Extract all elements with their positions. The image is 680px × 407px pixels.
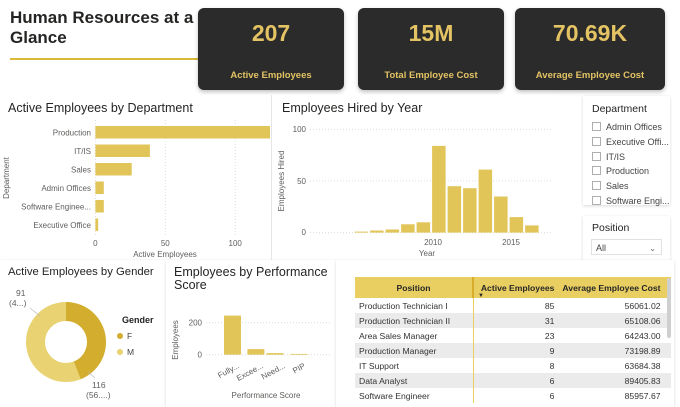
svg-text:100: 100: [229, 239, 243, 248]
svg-text:Year: Year: [419, 249, 436, 258]
svg-text:Production: Production: [53, 129, 91, 138]
svg-text:Admin Offices: Admin Offices: [41, 184, 91, 193]
svg-text:Need...: Need...: [260, 361, 287, 381]
svg-text:0: 0: [302, 228, 307, 237]
svg-text:(56....): (56....): [86, 390, 111, 400]
svg-text:Department: Department: [2, 156, 11, 199]
svg-text:IT/IS: IT/IS: [74, 147, 91, 156]
svg-text:PIP: PIP: [291, 361, 307, 375]
svg-text:Gender: Gender: [122, 315, 154, 325]
svg-text:Performance Score: Performance Score: [232, 391, 301, 400]
svg-text:0: 0: [198, 350, 203, 359]
svg-text:Sales: Sales: [71, 166, 91, 175]
svg-text:(4...): (4...): [9, 298, 27, 308]
svg-text:116: 116: [92, 380, 106, 390]
svg-text:50: 50: [297, 177, 306, 186]
svg-text:2015: 2015: [502, 238, 520, 247]
svg-text:Employees: Employees: [171, 320, 180, 360]
svg-text:0: 0: [93, 239, 98, 248]
svg-text:100: 100: [293, 125, 307, 134]
svg-text:F: F: [127, 331, 132, 341]
svg-text:91: 91: [16, 288, 26, 298]
svg-text:Software Enginee...: Software Enginee...: [21, 203, 91, 212]
svg-text:Active Employees: Active Employees: [133, 250, 197, 259]
svg-text:Employees Hired: Employees Hired: [277, 151, 286, 212]
svg-text:200: 200: [189, 319, 203, 328]
svg-text:Executive Office: Executive Office: [33, 221, 91, 230]
svg-text:M: M: [127, 347, 134, 357]
svg-text:50: 50: [161, 239, 170, 248]
svg-text:2010: 2010: [424, 238, 442, 247]
